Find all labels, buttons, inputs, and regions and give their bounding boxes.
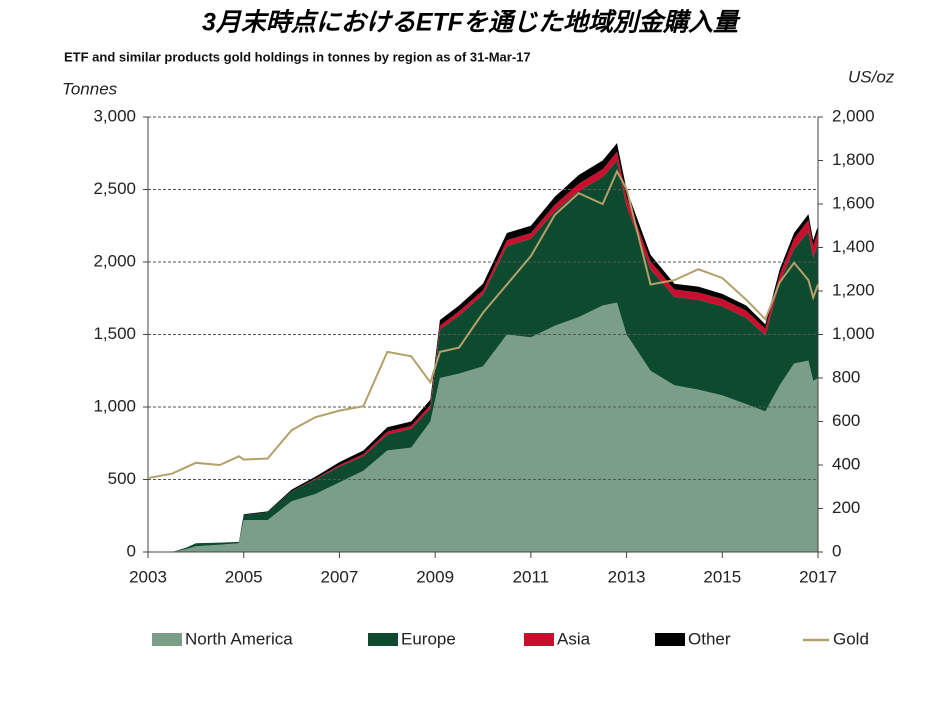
- legend-label: Gold: [833, 629, 869, 648]
- legend-label: Europe: [401, 629, 456, 648]
- legend-swatch: [368, 633, 398, 646]
- x-tick-label: 2003: [129, 567, 167, 586]
- y2-tick-label: 0: [832, 541, 841, 560]
- x-tick-label: 2013: [608, 567, 646, 586]
- chart-subtitle: ETF and similar products gold holdings i…: [64, 49, 531, 64]
- y2-axis-label: US/oz: [848, 67, 895, 86]
- y2-tick-label: 2,000: [832, 106, 875, 125]
- y2-tick-label: 1,400: [832, 237, 875, 256]
- legend-swatch: [152, 633, 182, 646]
- y-tick-label: 2,000: [93, 251, 136, 270]
- x-tick-label: 2007: [321, 567, 359, 586]
- y2-tick-label: 600: [832, 411, 860, 430]
- legend-label: North America: [185, 629, 293, 648]
- line: [147, 169, 819, 480]
- area: [148, 160, 818, 552]
- y-tick-label: 500: [108, 469, 136, 488]
- y-tick-label: 1,500: [93, 324, 136, 343]
- y2-tick-label: 200: [832, 498, 860, 517]
- x-tick-label: 2015: [703, 567, 741, 586]
- legend-label: Other: [688, 629, 731, 648]
- y2-tick-label: 1,200: [832, 280, 875, 299]
- y2-tick-label: 1,600: [832, 193, 875, 212]
- y-axis-label: Tonnes: [62, 79, 118, 98]
- y-tick-label: 2,500: [93, 179, 136, 198]
- y-tick-label: 3,000: [93, 106, 136, 125]
- y2-tick-label: 400: [832, 454, 860, 473]
- x-tick-label: 2011: [513, 567, 550, 586]
- area: [148, 302, 818, 552]
- x-tick-label: 2005: [225, 567, 263, 586]
- x-tick-label: 2017: [799, 567, 837, 586]
- y2-tick-label: 800: [832, 367, 860, 386]
- legend-label: Asia: [557, 629, 591, 648]
- legend-swatch: [524, 633, 554, 646]
- y-tick-label: 1,000: [93, 396, 136, 415]
- y-tick-label: 0: [127, 541, 136, 560]
- chart-title: 3月末時点におけるETFを通じた地域別金購入量: [202, 9, 741, 37]
- legend-swatch: [655, 633, 685, 646]
- y2-tick-label: 1,000: [832, 324, 875, 343]
- y2-tick-label: 1,800: [832, 150, 875, 169]
- x-tick-label: 2009: [416, 567, 454, 586]
